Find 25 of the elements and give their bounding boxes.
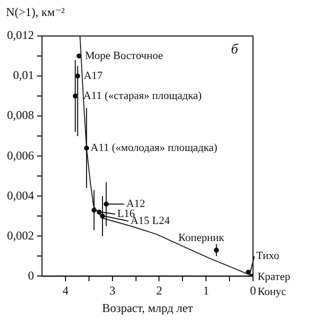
- annotation: A11 («молодая» площадка): [90, 142, 218, 154]
- x-tick-label: 3: [109, 284, 116, 298]
- annotation: Коперник: [178, 232, 225, 244]
- annotation: A15 L24: [130, 215, 170, 228]
- y-tick-label: 0,012: [7, 28, 34, 42]
- y-tick-label: 0: [28, 268, 34, 282]
- annotation: A17: [84, 70, 104, 82]
- annotation: A12: [126, 198, 146, 210]
- annotation: б: [231, 42, 239, 58]
- annotation: Море Восточное: [85, 50, 164, 62]
- y-tick-label: 0,002: [7, 228, 34, 242]
- annotation: A11 («старая» площадка): [83, 90, 202, 102]
- x-tick-label: 0: [250, 284, 256, 298]
- y-tick-label: 0,01: [13, 68, 34, 82]
- annotation: Кратер: [258, 271, 291, 284]
- y-tick-label: 0,006: [7, 148, 34, 162]
- x-tick-label: 1: [203, 284, 210, 298]
- x-tick-label: 2: [156, 284, 162, 298]
- y-axis-title: N(>1), км⁻²: [6, 5, 66, 19]
- annotation: Конус: [258, 286, 286, 298]
- y-tick-label: 0,004: [7, 188, 34, 202]
- annotation: Тихо: [256, 250, 280, 262]
- x-axis-title: Возраст, млрд лет: [102, 300, 194, 315]
- x-tick-label: 4: [62, 284, 68, 298]
- y-tick-label: 0,008: [7, 108, 34, 122]
